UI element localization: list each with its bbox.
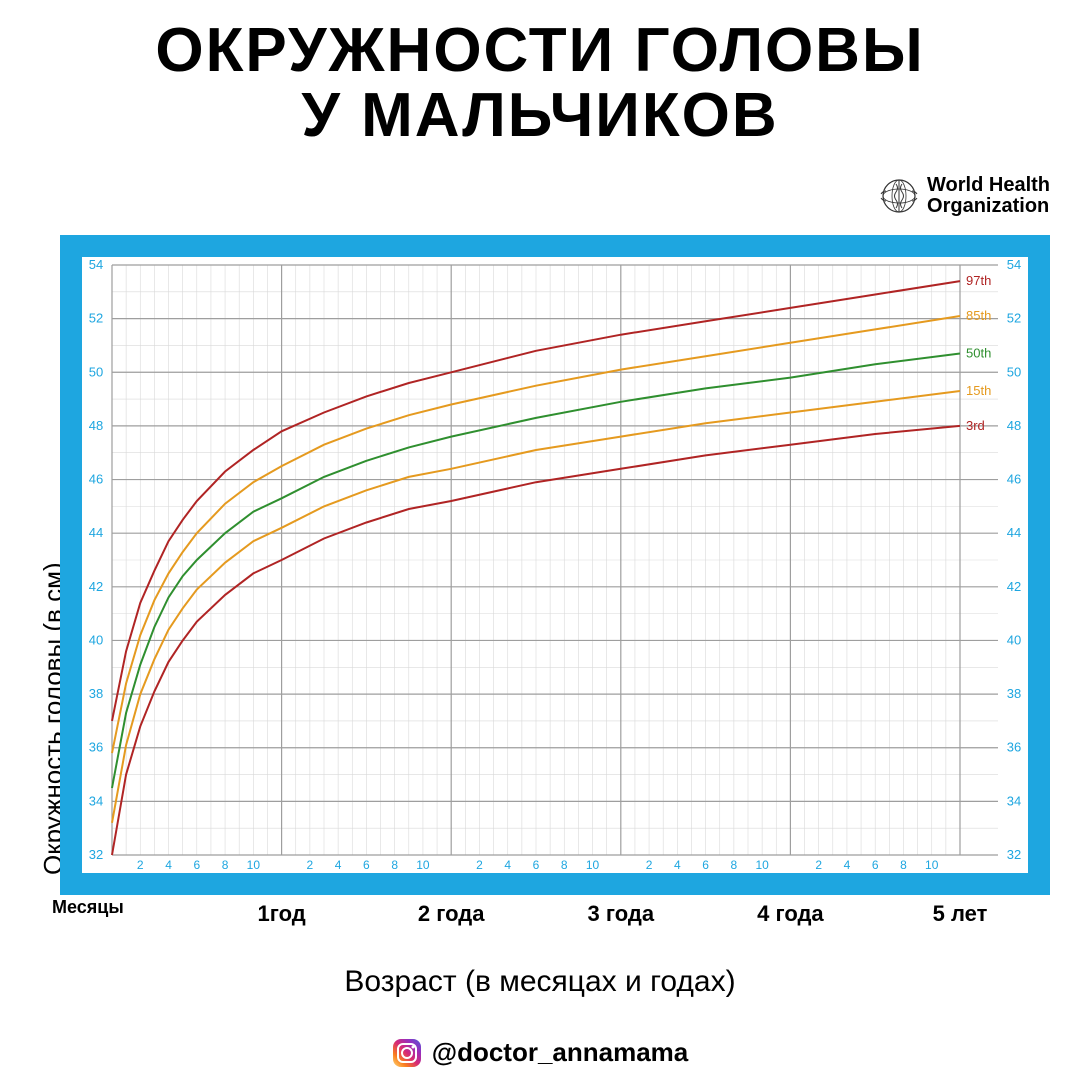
x-year-label: 2 года — [411, 901, 491, 927]
x-month-tick: 6 — [872, 858, 879, 872]
y-tick-right: 48 — [1007, 418, 1021, 433]
y-tick-left: 34 — [89, 793, 103, 808]
who-logo-icon — [879, 176, 919, 216]
x-month-tick: 4 — [504, 858, 511, 872]
y-tick-right: 38 — [1007, 686, 1021, 701]
x-year-label: 1год — [242, 901, 322, 927]
x-month-tick: 8 — [731, 858, 738, 872]
y-tick-left: 38 — [89, 686, 103, 701]
x-month-tick: 4 — [844, 858, 851, 872]
x-month-tick: 8 — [900, 858, 907, 872]
x-month-tick: 6 — [533, 858, 540, 872]
y-tick-right: 52 — [1007, 311, 1021, 326]
y-tick-right: 42 — [1007, 579, 1021, 594]
y-tick-left: 52 — [89, 311, 103, 326]
x-month-tick: 6 — [363, 858, 370, 872]
x-month-tick: 8 — [222, 858, 229, 872]
y-tick-right: 32 — [1007, 847, 1021, 862]
y-tick-left: 44 — [89, 525, 103, 540]
y-tick-left: 48 — [89, 418, 103, 433]
x-month-tick: 4 — [674, 858, 681, 872]
x-year-label: 3 года — [581, 901, 661, 927]
y-tick-right: 46 — [1007, 472, 1021, 487]
x-month-tick: 2 — [307, 858, 314, 872]
y-tick-left: 46 — [89, 472, 103, 487]
x-month-tick: 8 — [561, 858, 568, 872]
curve-label-15th: 15th — [966, 383, 991, 398]
who-text: World Health Organization — [927, 175, 1050, 217]
x-month-tick: 2 — [646, 858, 653, 872]
x-month-tick: 8 — [391, 858, 398, 872]
y-tick-right: 44 — [1007, 525, 1021, 540]
months-corner-label: Месяцы — [52, 897, 124, 918]
y-tick-left: 40 — [89, 632, 103, 647]
y-tick-right: 36 — [1007, 740, 1021, 755]
curve-label-3rd: 3rd — [966, 418, 985, 433]
y-tick-left: 42 — [89, 579, 103, 594]
page-title: ОКРУЖНОСТИ ГОЛОВЫ У МАЛЬЧИКОВ — [0, 0, 1080, 148]
x-month-tick: 2 — [815, 858, 822, 872]
footer-credit: @doctor_annamama — [0, 1037, 1080, 1068]
curve-label-50th: 50th — [966, 346, 991, 361]
x-year-label: 5 лет — [920, 901, 1000, 927]
x-month-tick: 4 — [335, 858, 342, 872]
x-month-tick: 10 — [247, 858, 261, 872]
y-tick-left: 54 — [89, 257, 103, 272]
x-month-tick: 2 — [137, 858, 144, 872]
title-line-2: У МАЛЬЧИКОВ — [0, 83, 1080, 148]
growth-chart: 3232343436363838404042424444464648485050… — [60, 235, 1050, 895]
who-badge: World Health Organization — [879, 175, 1050, 217]
x-axis-label: Возраст (в месяцах и годах) — [0, 965, 1080, 999]
instagram-icon — [392, 1038, 422, 1068]
x-month-tick: 6 — [193, 858, 200, 872]
y-tick-right: 50 — [1007, 364, 1021, 379]
y-tick-right: 34 — [1007, 793, 1021, 808]
x-month-tick: 4 — [165, 858, 172, 872]
x-month-tick: 10 — [416, 858, 430, 872]
x-month-tick: 10 — [586, 858, 600, 872]
title-line-1: ОКРУЖНОСТИ ГОЛОВЫ — [0, 18, 1080, 83]
who-line1: World Health — [927, 175, 1050, 196]
y-tick-left: 36 — [89, 740, 103, 755]
curve-label-85th: 85th — [966, 308, 991, 323]
y-tick-right: 40 — [1007, 632, 1021, 647]
y-tick-right: 54 — [1007, 257, 1021, 272]
y-tick-left: 50 — [89, 364, 103, 379]
x-month-tick: 2 — [476, 858, 483, 872]
y-tick-left: 32 — [89, 847, 103, 862]
curve-label-97th: 97th — [966, 273, 991, 288]
footer-handle: @doctor_annamama — [432, 1037, 689, 1068]
x-month-tick: 10 — [925, 858, 939, 872]
x-year-label: 4 года — [750, 901, 830, 927]
who-line2: Organization — [927, 196, 1050, 217]
x-month-tick: 10 — [755, 858, 769, 872]
x-month-tick: 6 — [702, 858, 709, 872]
